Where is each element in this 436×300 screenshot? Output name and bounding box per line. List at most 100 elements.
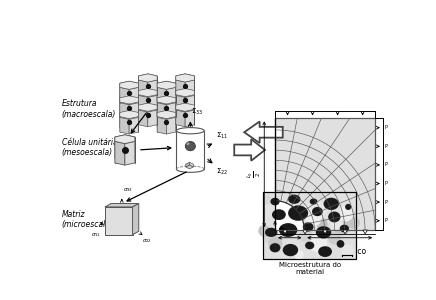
Polygon shape bbox=[139, 94, 148, 112]
Polygon shape bbox=[176, 109, 185, 127]
Ellipse shape bbox=[337, 240, 344, 248]
Polygon shape bbox=[129, 102, 139, 119]
Circle shape bbox=[266, 201, 276, 212]
Polygon shape bbox=[234, 139, 265, 161]
Text: Microestrutura do
material: Microestrutura do material bbox=[279, 262, 341, 275]
Ellipse shape bbox=[269, 243, 280, 252]
Ellipse shape bbox=[305, 242, 314, 249]
Ellipse shape bbox=[316, 226, 331, 238]
Polygon shape bbox=[157, 110, 176, 118]
Text: $\Sigma_{33}$: $\Sigma_{33}$ bbox=[191, 106, 204, 117]
Polygon shape bbox=[129, 117, 139, 134]
Polygon shape bbox=[176, 88, 194, 97]
Polygon shape bbox=[167, 102, 176, 119]
Ellipse shape bbox=[328, 212, 341, 222]
Ellipse shape bbox=[345, 204, 351, 210]
Polygon shape bbox=[157, 96, 176, 104]
Polygon shape bbox=[120, 117, 129, 134]
Circle shape bbox=[334, 208, 341, 214]
Polygon shape bbox=[176, 88, 185, 106]
Text: Modelo axissimétrico: Modelo axissimétrico bbox=[285, 247, 366, 256]
Polygon shape bbox=[148, 94, 157, 112]
Circle shape bbox=[272, 232, 280, 240]
Circle shape bbox=[312, 202, 326, 217]
Text: $\sigma_{33}$: $\sigma_{33}$ bbox=[123, 186, 133, 194]
Polygon shape bbox=[129, 96, 139, 113]
Ellipse shape bbox=[310, 199, 317, 205]
Text: P: P bbox=[385, 144, 387, 149]
Polygon shape bbox=[176, 103, 185, 121]
Circle shape bbox=[317, 219, 327, 229]
Circle shape bbox=[275, 220, 291, 237]
Polygon shape bbox=[120, 81, 129, 99]
Polygon shape bbox=[148, 74, 157, 91]
Text: P: P bbox=[385, 181, 387, 186]
Text: Matriz
(microescala): Matriz (microescala) bbox=[62, 210, 114, 229]
Polygon shape bbox=[167, 110, 176, 128]
Ellipse shape bbox=[187, 142, 190, 145]
Circle shape bbox=[285, 221, 299, 235]
Text: Estrutura
(macroescala): Estrutura (macroescala) bbox=[62, 100, 116, 119]
Text: Célula unitária
(mesoescala): Célula unitária (mesoescala) bbox=[62, 138, 117, 157]
Polygon shape bbox=[120, 81, 139, 89]
Polygon shape bbox=[120, 102, 129, 119]
Polygon shape bbox=[363, 230, 368, 234]
Circle shape bbox=[269, 237, 282, 250]
Polygon shape bbox=[129, 87, 139, 105]
Polygon shape bbox=[176, 94, 185, 112]
Polygon shape bbox=[148, 109, 157, 127]
Circle shape bbox=[349, 210, 354, 216]
Polygon shape bbox=[139, 74, 157, 82]
Polygon shape bbox=[177, 131, 204, 169]
Polygon shape bbox=[157, 96, 167, 113]
Polygon shape bbox=[139, 80, 148, 98]
Ellipse shape bbox=[340, 225, 349, 232]
Polygon shape bbox=[105, 204, 139, 207]
Polygon shape bbox=[148, 80, 157, 98]
Polygon shape bbox=[185, 80, 194, 98]
Polygon shape bbox=[148, 103, 157, 121]
Ellipse shape bbox=[318, 246, 332, 257]
Polygon shape bbox=[167, 96, 176, 113]
Polygon shape bbox=[133, 204, 139, 235]
Polygon shape bbox=[186, 162, 190, 167]
Polygon shape bbox=[120, 87, 129, 105]
Polygon shape bbox=[157, 81, 167, 99]
Polygon shape bbox=[139, 103, 148, 121]
Circle shape bbox=[262, 228, 277, 242]
Text: $\Sigma_{22}$: $\Sigma_{22}$ bbox=[216, 167, 228, 177]
Polygon shape bbox=[129, 110, 139, 128]
Polygon shape bbox=[176, 80, 185, 98]
Polygon shape bbox=[139, 88, 157, 97]
Ellipse shape bbox=[303, 222, 313, 232]
Ellipse shape bbox=[324, 198, 339, 210]
Circle shape bbox=[282, 219, 295, 232]
Polygon shape bbox=[120, 110, 139, 118]
Polygon shape bbox=[303, 230, 307, 234]
Text: P: P bbox=[385, 218, 387, 223]
Text: P: P bbox=[385, 162, 387, 167]
Text: r: r bbox=[289, 230, 291, 235]
Polygon shape bbox=[125, 135, 135, 158]
Circle shape bbox=[274, 226, 284, 236]
Text: $R_0^{ext}$: $R_0^{ext}$ bbox=[333, 239, 347, 250]
Circle shape bbox=[263, 196, 271, 204]
Circle shape bbox=[338, 206, 353, 221]
Polygon shape bbox=[167, 117, 176, 134]
Ellipse shape bbox=[312, 207, 323, 216]
Circle shape bbox=[293, 222, 303, 232]
Circle shape bbox=[332, 219, 342, 229]
Circle shape bbox=[295, 251, 303, 259]
Polygon shape bbox=[148, 88, 157, 106]
Polygon shape bbox=[343, 230, 347, 234]
Polygon shape bbox=[167, 81, 176, 99]
FancyBboxPatch shape bbox=[275, 118, 375, 230]
Text: $R_0^{int}$: $R_0^{int}$ bbox=[283, 239, 296, 250]
Polygon shape bbox=[157, 102, 167, 119]
Circle shape bbox=[259, 226, 269, 236]
Circle shape bbox=[329, 232, 341, 244]
Polygon shape bbox=[157, 87, 167, 105]
Circle shape bbox=[299, 229, 312, 242]
Polygon shape bbox=[185, 94, 194, 112]
Circle shape bbox=[342, 245, 353, 256]
